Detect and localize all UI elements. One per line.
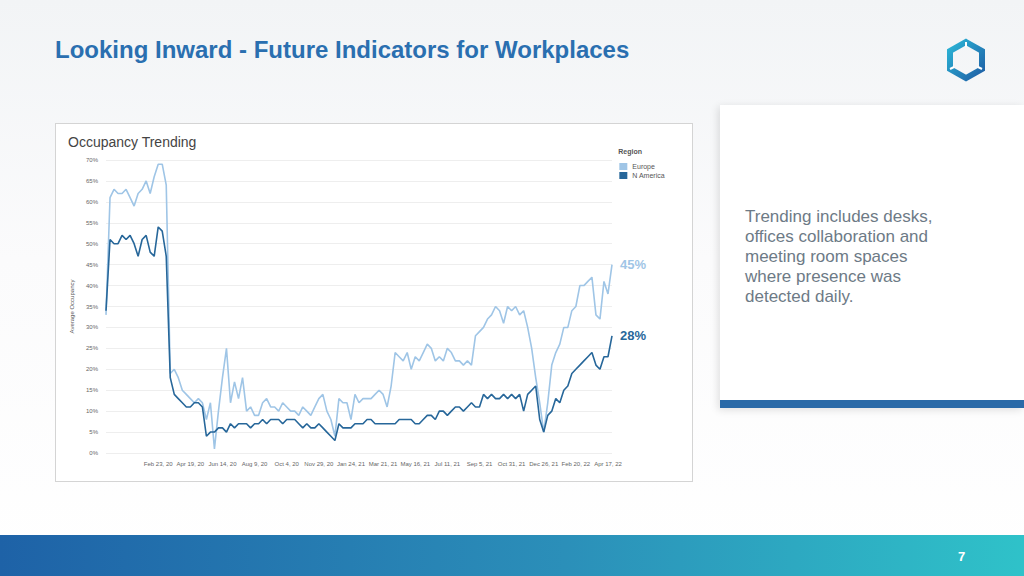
svg-text:55%: 55% <box>86 220 99 226</box>
html-text:Trending includes desks,: Trending includes desks, <box>745 207 933 226</box>
svg-text:Region: Region <box>618 148 642 156</box>
svg-text:45%: 45% <box>86 262 99 268</box>
html-text:offices collaboration and: offices collaboration and <box>745 227 928 246</box>
svg-text:50%: 50% <box>86 241 99 247</box>
svg-text:35%: 35% <box>86 304 99 310</box>
svg-text:70%: 70% <box>86 157 99 163</box>
svg-text:Nov 29, 20: Nov 29, 20 <box>304 461 334 467</box>
svg-text:40%: 40% <box>86 283 99 289</box>
svg-text:Mar 21, 21: Mar 21, 21 <box>369 461 398 467</box>
svg-text:Jun 14, 20: Jun 14, 20 <box>208 461 237 467</box>
svg-text:28%: 28% <box>620 328 646 343</box>
svg-text:20%: 20% <box>86 366 99 372</box>
svg-text:Occupancy Trending: Occupancy Trending <box>68 134 196 150</box>
svg-text:N America: N America <box>632 172 664 179</box>
svg-text:Apr 17, 22: Apr 17, 22 <box>594 461 622 467</box>
html-text:meeting room spaces: meeting room spaces <box>745 247 908 266</box>
html-text:where presence was: where presence was <box>745 267 901 286</box>
svg-text:30%: 30% <box>86 324 99 330</box>
svg-text:25%: 25% <box>86 345 99 351</box>
svg-text:60%: 60% <box>86 199 99 205</box>
svg-text:Feb 23, 20: Feb 23, 20 <box>144 461 173 467</box>
svg-text:Jan 24, 21: Jan 24, 21 <box>337 461 366 467</box>
svg-text:Jul 11, 21: Jul 11, 21 <box>435 461 461 467</box>
svg-text:Oct 4, 20: Oct 4, 20 <box>275 461 300 467</box>
svg-text:Apr 19, 20: Apr 19, 20 <box>176 461 204 467</box>
svg-text:45%: 45% <box>620 257 646 272</box>
svg-text:Feb 20, 22: Feb 20, 22 <box>562 461 591 467</box>
svg-text:May 16, 21: May 16, 21 <box>400 461 430 467</box>
html-text:detected daily.: detected daily. <box>745 287 854 306</box>
svg-text:Average Occupancy: Average Occupancy <box>69 280 75 334</box>
svg-text:65%: 65% <box>86 178 99 184</box>
svg-text:Oct 31, 21: Oct 31, 21 <box>498 461 526 467</box>
svg-text:Sep 5, 21: Sep 5, 21 <box>467 461 493 467</box>
html-text:Looking Inward - Future Indica: Looking Inward - Future Indicators for W… <box>55 36 630 63</box>
svg-text:Aug 9, 20: Aug 9, 20 <box>242 461 268 467</box>
svg-text:Europe: Europe <box>632 163 655 171</box>
svg-text:Dec 26, 21: Dec 26, 21 <box>529 461 559 467</box>
svg-text:10%: 10% <box>86 408 99 414</box>
svg-text:15%: 15% <box>86 387 99 393</box>
svg-text:0%: 0% <box>89 450 98 456</box>
svg-text:5%: 5% <box>89 429 98 435</box>
html-text:7: 7 <box>958 549 966 564</box>
